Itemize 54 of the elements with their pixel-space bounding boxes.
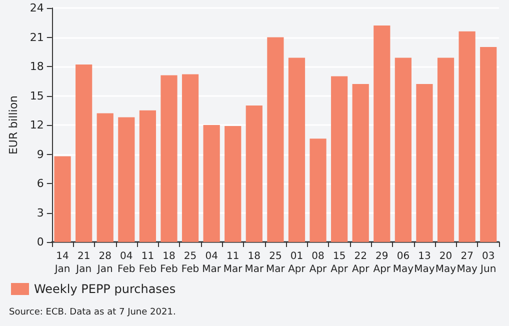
- bar: [267, 37, 284, 242]
- x-tick-label: 04 Mar: [202, 251, 222, 275]
- bar: [394, 58, 412, 242]
- bar: [352, 84, 369, 242]
- x-tick-label: 27 May: [456, 251, 478, 275]
- x-tick-label: 11 Mar: [223, 251, 244, 275]
- x-tick-label: 15 Apr: [330, 251, 349, 275]
- x-tick-label: 25 Mar: [266, 251, 286, 275]
- bar: [246, 106, 262, 242]
- bar: [160, 75, 178, 242]
- x-tick-label: 28 Jan: [96, 251, 113, 275]
- x-tick-label: 06 May: [392, 251, 414, 275]
- bar: [224, 126, 242, 242]
- bar: [182, 74, 199, 242]
- bar: [331, 76, 348, 242]
- bar: [118, 117, 135, 242]
- x-tick-label: 01 Apr: [288, 251, 306, 275]
- y-tick-label: 6: [36, 177, 44, 190]
- x-tick-label: 14 Jan: [54, 251, 70, 275]
- bar: [203, 125, 220, 242]
- bar: [54, 156, 71, 242]
- y-tick-label: 0: [36, 236, 44, 248]
- legend-label: Weekly PEPP purchases: [34, 282, 176, 296]
- y-tick-label: 18: [30, 60, 44, 73]
- x-tick-label: 08 Apr: [309, 251, 328, 275]
- bar: [310, 138, 326, 242]
- bar: [139, 110, 156, 242]
- bar: [416, 84, 433, 242]
- x-tick-label: 03 Jun: [480, 251, 496, 275]
- y-tick-label: 21: [30, 30, 44, 44]
- x-tick-label: 25 Feb: [181, 251, 200, 275]
- x-tick-label: 22 Apr: [352, 251, 370, 275]
- x-tick-label: 20 May: [435, 251, 456, 275]
- x-tick-label: 21 Jan: [75, 251, 92, 275]
- bar: [480, 47, 497, 242]
- x-tick-label: 18 Mar: [244, 251, 264, 275]
- x-tick-label: 13 May: [414, 251, 435, 275]
- bar: [374, 26, 390, 242]
- x-tick-label: 29 Apr: [373, 251, 392, 275]
- y-tick-label: 3: [36, 206, 44, 220]
- source-note: Source: ECB. Data as at 7 June 2021.: [9, 308, 176, 318]
- x-tick-label: 04 Feb: [118, 251, 136, 275]
- y-tick-label: 24: [30, 2, 44, 14]
- bar: [76, 64, 92, 242]
- bar: [458, 31, 476, 242]
- y-tick-label: 9: [36, 148, 44, 161]
- bar: [96, 113, 114, 242]
- y-tick-label: 15: [30, 89, 44, 102]
- bar: [437, 58, 454, 242]
- bar: [288, 58, 306, 242]
- x-tick-label: 18 Feb: [160, 251, 178, 275]
- y-tick-label: 12: [30, 118, 44, 132]
- y-axis-title: EUR billion: [7, 95, 20, 155]
- x-tick-label: 11 Feb: [138, 251, 157, 275]
